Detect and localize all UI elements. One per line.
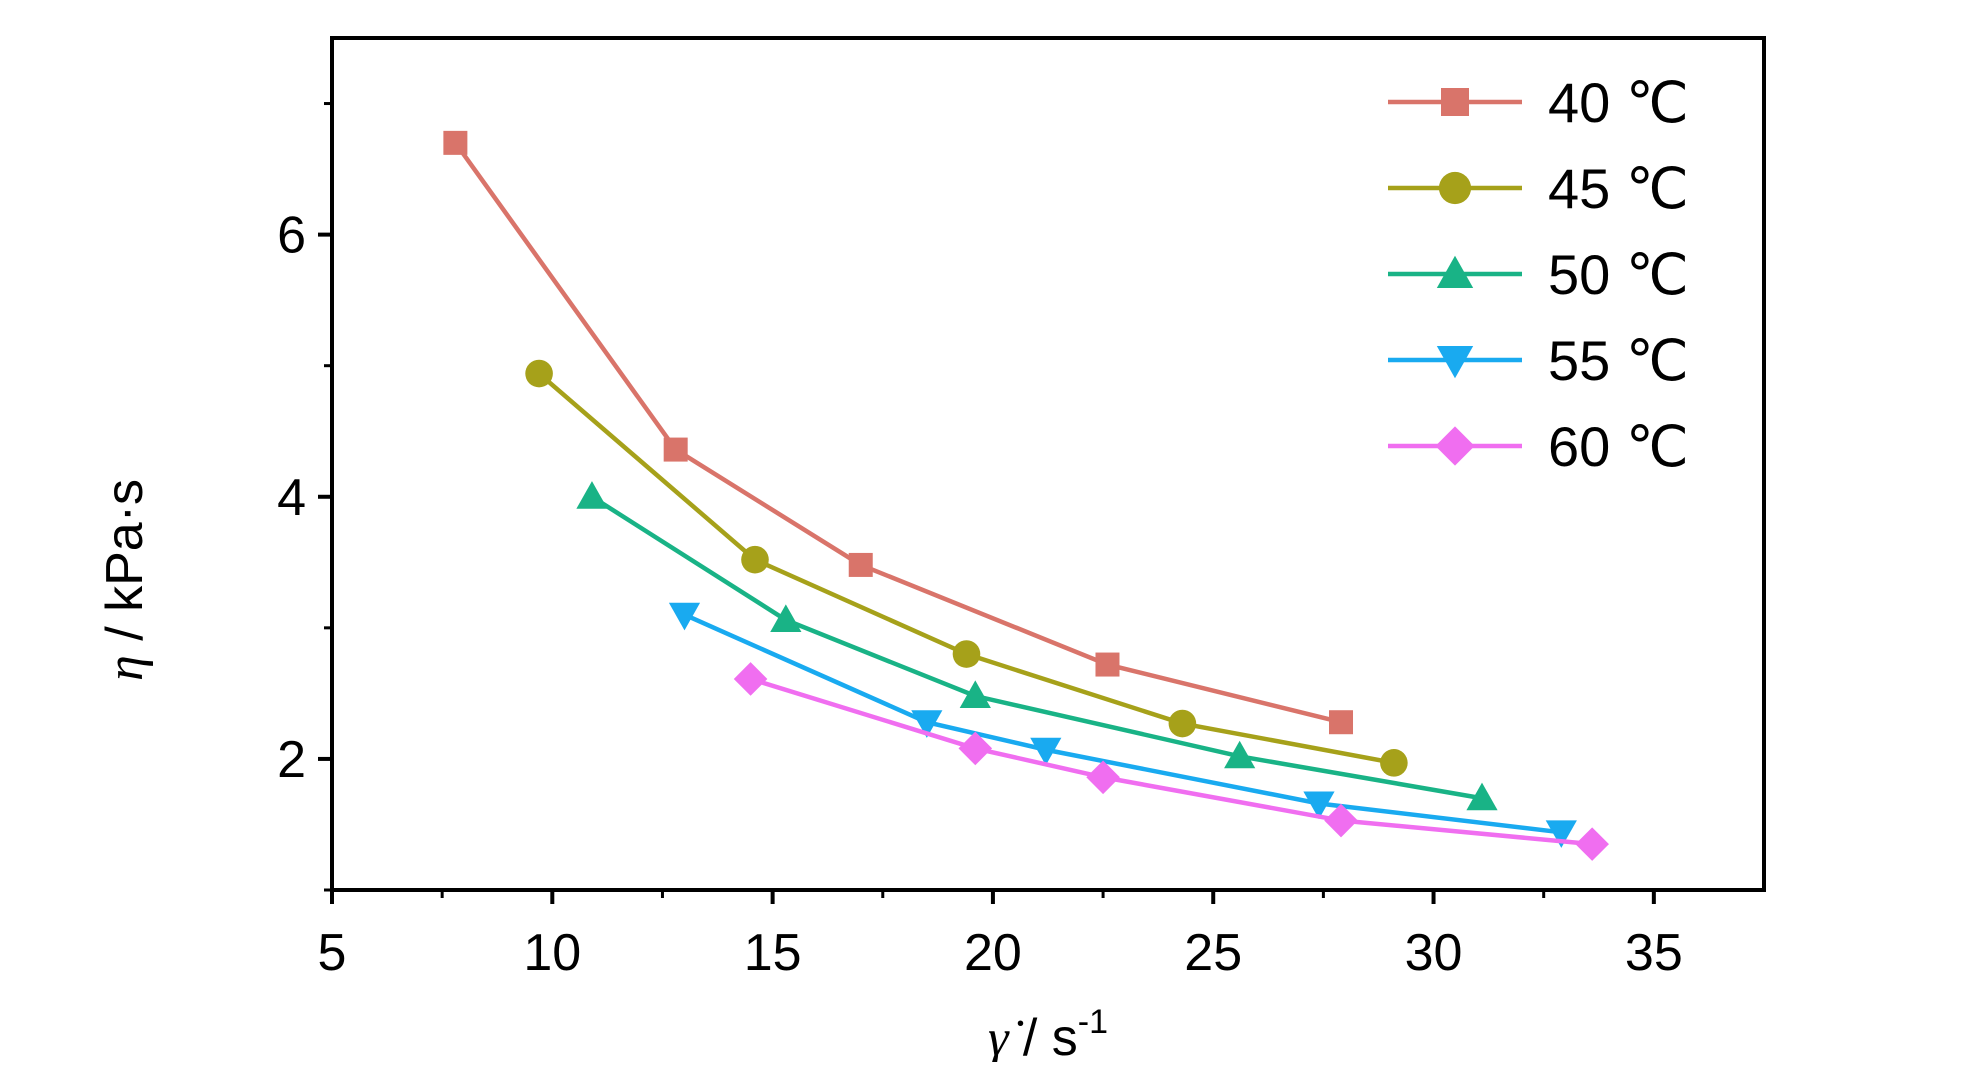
data-point [1224,740,1256,769]
plot-frame [330,36,1766,892]
x-tick-label: 30 [1405,924,1463,982]
y-tick-label: 4 [277,469,306,527]
data-point [952,640,981,668]
legend: 40 ℃ 45 ℃ 50 ℃ 55 ℃ 60 ℃ [1388,71,1689,478]
legend-marker [1435,426,1475,466]
legend-marker [1436,346,1474,379]
data-point [1380,749,1408,777]
series-line [453,141,1342,725]
data-point [576,481,608,509]
data-point [1545,820,1577,848]
legend-label: 45 ℃ [1548,157,1689,220]
data-point [1030,737,1062,766]
series-2 [525,359,1408,777]
data-point [733,662,768,696]
data-point [668,602,701,631]
data-point [1086,760,1120,795]
legend-marker [1436,255,1474,288]
y-axis-title: η / kPa·s [96,479,154,681]
legend-item: 40 ℃ [1388,71,1689,134]
x-tick-label: 25 [1184,924,1242,982]
legend-marker [1438,171,1472,205]
series-5 [733,662,1609,861]
data-point [1575,827,1609,861]
x-tick-label: 20 [964,924,1022,982]
legend-item: 45 ℃ [1388,157,1689,220]
data-point [1303,791,1335,820]
data-point [741,545,769,574]
data-point [525,359,553,388]
data-point [958,731,993,766]
series-1 [443,130,1354,735]
series-line [683,612,1562,835]
data-point [1168,709,1197,738]
x-axis-unit-exponent: -1 [1078,1003,1108,1041]
data-point [1466,782,1498,811]
data-point [443,130,468,155]
legend-marker [1441,88,1469,116]
series-4 [668,602,1577,848]
x-axis-title: γ̇ / s-1 [988,1003,1108,1062]
legend-label: 55 ℃ [1548,329,1689,392]
data-point [848,552,873,577]
data-point [1329,710,1354,735]
y-tick-label: 2 [277,731,306,789]
data-point [663,437,688,462]
x-tick-label: 35 [1625,924,1683,982]
x-axis-unit: / s [1008,1009,1077,1062]
data-point [1095,652,1120,677]
legend-label: 60 ℃ [1548,415,1689,478]
legend-item: 50 ℃ [1388,243,1689,306]
y-tick-label: 6 [277,207,306,265]
legend-item: 55 ℃ [1388,329,1689,392]
legend-label: 50 ℃ [1548,243,1689,306]
x-tick-label: 15 [744,924,802,982]
axis-ticks: 5 10 15 20 25 30 35 2 4 6 [277,102,1683,982]
data-point [911,710,943,738]
legend-label: 40 ℃ [1548,71,1689,134]
data-point [959,680,991,709]
data-point [770,604,802,632]
y-axis-symbol: η [97,655,154,681]
y-axis-unit: / kPa·s [96,479,154,655]
legend-item: 60 ℃ [1388,415,1689,478]
series-layer [443,130,1609,861]
data-point [1324,803,1358,838]
x-tick-label: 5 [318,924,347,982]
series-3 [576,481,1498,811]
x-tick-label: 10 [523,924,581,982]
